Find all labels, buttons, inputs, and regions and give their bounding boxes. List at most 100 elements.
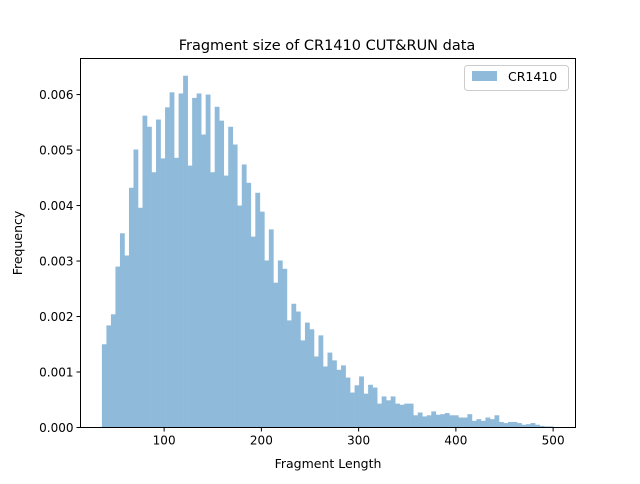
histogram-bar: [232, 144, 238, 428]
histogram-bar: [512, 421, 518, 428]
histogram-bar: [345, 377, 351, 428]
histogram-bar: [462, 417, 468, 428]
x-tick-label: 400: [444, 434, 467, 448]
histogram-bar: [237, 205, 243, 428]
histogram-bar: [341, 365, 346, 428]
y-axis-label: Frequency: [10, 210, 25, 275]
histogram-bar: [156, 119, 161, 428]
histogram-bar: [395, 403, 401, 428]
histogram-bar: [408, 403, 414, 428]
histogram-bar: [336, 369, 342, 428]
histogram-bar: [169, 92, 175, 428]
histogram-bar: [508, 421, 513, 428]
histogram-bar: [295, 311, 301, 428]
histogram-bar: [350, 392, 355, 428]
histogram-bar: [128, 187, 134, 428]
histogram-bar: [489, 419, 495, 428]
y-tick-label: 0.000: [39, 421, 73, 435]
y-axis-ticks: 0.000 0.001 0.002 0.003 0.004 0.005 0.006: [39, 88, 81, 435]
histogram-bar: [449, 415, 455, 428]
histogram-bar: [332, 360, 337, 428]
histogram-bar: [548, 426, 554, 428]
histogram-bar: [526, 424, 531, 428]
histogram-bar: [268, 229, 274, 428]
y-tick-label: 0.005: [39, 144, 73, 158]
histogram-bar: [390, 396, 396, 428]
histogram-bar: [544, 426, 549, 428]
histogram-bar: [264, 260, 270, 428]
histogram-bar: [377, 403, 382, 428]
histogram-bar: [214, 106, 220, 428]
histogram-bar: [476, 419, 482, 428]
histogram-bar: [323, 366, 328, 428]
histogram-bar: [196, 93, 202, 428]
histogram-bar: [309, 329, 315, 428]
histogram-bar: [530, 423, 536, 428]
histogram-bar: [137, 207, 143, 428]
histogram-bar: [205, 94, 211, 428]
y-tick-label: 0.002: [39, 310, 73, 324]
histogram-bar: [246, 182, 252, 428]
histogram-bar: [422, 416, 428, 428]
histogram-bar: [133, 149, 139, 428]
histogram-bar: [521, 424, 527, 428]
y-tick-label: 0.004: [39, 199, 73, 213]
histogram-bar: [178, 93, 184, 428]
legend-label: CR1410: [508, 69, 557, 84]
histogram-bar: [404, 403, 410, 428]
x-tick-label: 200: [250, 434, 273, 448]
histogram-bar: [318, 335, 324, 428]
y-tick-label: 0.003: [39, 255, 73, 269]
histogram-bar: [467, 414, 473, 428]
axes-frame: [80, 58, 576, 428]
legend: CR1410: [464, 65, 569, 91]
histogram-bar: [431, 411, 437, 428]
y-tick-label: 0.006: [39, 88, 73, 102]
histogram-bar: [110, 314, 116, 428]
histogram-bar: [304, 322, 310, 428]
histogram-bar: [413, 415, 419, 428]
histogram-bar: [372, 387, 378, 428]
x-axis-ticks: 100 200 300 400 500: [153, 427, 565, 448]
histogram-bar: [440, 414, 446, 428]
histogram-bar: [183, 75, 188, 428]
bars-group: [101, 75, 554, 428]
histogram-bar: [485, 417, 491, 428]
histogram-bar: [517, 423, 522, 428]
histogram-bar: [494, 415, 500, 428]
histogram-bar: [115, 266, 121, 428]
histogram-bar: [327, 352, 333, 428]
x-tick-label: 300: [347, 434, 370, 448]
histogram-bar: [503, 423, 509, 428]
y-tick-label: 0.001: [39, 366, 73, 380]
histogram-bar: [124, 255, 130, 428]
histogram-bar: [498, 421, 504, 428]
histogram-bar: [386, 400, 391, 428]
histogram-bar: [192, 97, 197, 428]
histogram-bar: [187, 165, 193, 428]
histogram-bar: [165, 107, 170, 428]
histogram-bar: [228, 126, 234, 428]
chart-title: Fragment size of CR1410 CUT&RUN data: [179, 38, 476, 54]
histogram-bar: [101, 344, 107, 428]
histogram-bar: [151, 172, 157, 428]
x-tick-label: 100: [153, 434, 176, 448]
histogram-bar: [458, 417, 464, 428]
histogram-bar: [444, 413, 450, 428]
x-axis-label: Fragment Length: [275, 456, 382, 471]
histogram-bar: [286, 320, 292, 428]
histogram-bar: [381, 396, 387, 428]
histogram-bar: [471, 420, 477, 428]
histogram-bar: [241, 164, 247, 428]
histogram-bar: [277, 260, 283, 428]
histogram-bar: [480, 420, 486, 428]
histogram-bar: [106, 325, 112, 428]
histogram-bar: [313, 356, 319, 428]
histogram-bar: [435, 414, 441, 428]
histogram-bar: [273, 282, 279, 428]
histogram-bar: [219, 120, 225, 428]
histogram-bar: [250, 236, 256, 428]
histogram-bar: [255, 192, 261, 428]
histogram-bar: [142, 115, 148, 428]
